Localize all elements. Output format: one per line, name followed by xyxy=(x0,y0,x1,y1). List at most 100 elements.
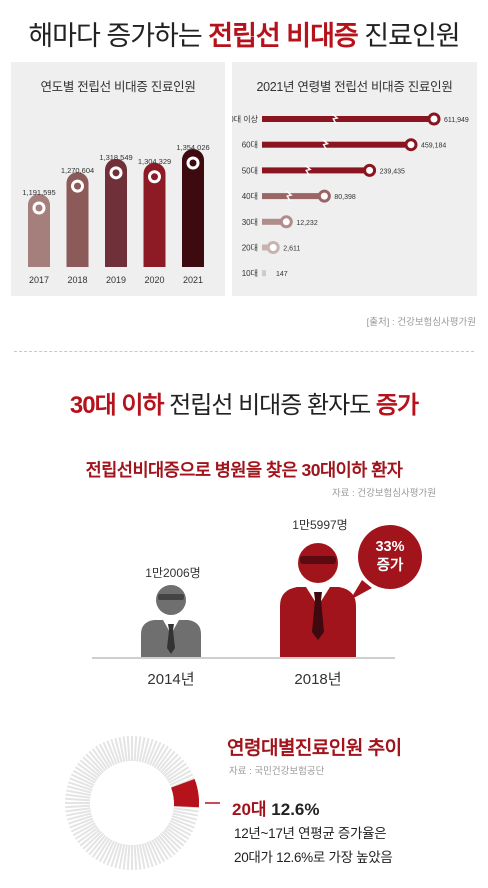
year-value-label: 1,191,595 xyxy=(22,188,55,197)
year-bar xyxy=(28,194,50,267)
age-category-label: 20대 xyxy=(242,244,258,253)
year-bar xyxy=(66,172,89,267)
person-icon-2014 xyxy=(141,585,201,658)
donut-tick xyxy=(169,819,194,833)
donut-highlight-tick xyxy=(172,786,198,795)
donut-tick xyxy=(151,839,166,863)
age-category-label: 50대 xyxy=(242,166,258,175)
donut-tick xyxy=(161,756,182,775)
donut-tick xyxy=(144,842,154,868)
bar-break-mark xyxy=(331,113,339,125)
age-chart: 70대 이상 611,949 60대 459,184 50대 239,435 40대 80,3… xyxy=(232,112,469,278)
donut-tick xyxy=(88,750,106,772)
source-bottom: 자료 : 국민건강보험공단 xyxy=(229,766,325,777)
highlight-value: 12.6% xyxy=(271,800,320,819)
donut-highlight-tick xyxy=(172,785,198,794)
donut-tick xyxy=(138,736,146,762)
donut-tick xyxy=(91,748,109,770)
headline-pre: 해마다 증가하는 xyxy=(28,21,209,51)
age-bar xyxy=(262,193,325,200)
year-bar xyxy=(143,162,166,267)
age-bar xyxy=(262,270,266,277)
donut-tick xyxy=(65,809,91,817)
highlight-label: 20대 xyxy=(232,800,267,819)
age-marker-dot xyxy=(282,218,290,226)
donut-tick xyxy=(102,840,116,865)
donut-tick xyxy=(70,773,95,787)
donut-tick xyxy=(72,769,96,784)
donut-tick xyxy=(136,736,142,762)
donut-tick xyxy=(69,777,94,789)
count-2018: 1만5997명 xyxy=(292,518,348,532)
donut-tick xyxy=(166,766,190,782)
age-bar xyxy=(262,141,411,148)
donut-tick xyxy=(160,832,179,853)
donut-tick xyxy=(148,741,162,766)
donut-tick xyxy=(165,762,187,780)
donut-tick xyxy=(79,759,101,777)
donut-tick xyxy=(114,737,123,763)
donut-tick xyxy=(91,836,109,858)
trend-highlight: 20대 12.6% xyxy=(232,795,320,820)
bubble-tail xyxy=(350,580,372,600)
age-value-label: 80,398 xyxy=(334,194,356,201)
age-marker-dot xyxy=(269,244,277,251)
donut-tick xyxy=(77,762,99,780)
donut-highlight-tick xyxy=(173,802,200,806)
donut-tick xyxy=(133,844,138,870)
donut-tick xyxy=(82,831,103,850)
bar-marker-dot xyxy=(112,169,120,177)
donut-tick xyxy=(102,741,116,766)
donut-tick xyxy=(114,843,123,869)
donut-tick xyxy=(144,738,154,764)
bar-marker-dot xyxy=(74,182,81,190)
person-icon-2018 xyxy=(280,543,356,658)
donut-tick xyxy=(122,736,128,762)
donut-highlight-tick xyxy=(173,791,199,798)
donut-tick xyxy=(66,812,92,821)
bar-break-mark xyxy=(304,164,312,176)
donut-highlight-tick xyxy=(173,798,199,802)
donut-tick xyxy=(169,773,194,787)
donut-tick xyxy=(163,759,185,777)
age-value-label: 611,949 xyxy=(444,117,469,124)
donut-tick xyxy=(160,753,179,774)
yearly-chart-title: 연도별 전립선 비대증 진료인원 xyxy=(40,80,196,94)
age-chart-panel: 2021년 연령별 전립선 비대증 진료인원 70대 이상 611,949 60대 4… xyxy=(232,62,477,296)
donut-tick xyxy=(98,839,113,863)
age-marker-dot xyxy=(430,115,438,123)
donut-tick xyxy=(77,826,99,844)
donut-tick xyxy=(65,793,91,799)
age-value-label: 459,184 xyxy=(421,143,446,150)
bubble-pct: 33% xyxy=(375,539,405,555)
donut-tick xyxy=(65,804,91,809)
donut-tick xyxy=(168,822,192,837)
age-marker-dot xyxy=(407,141,415,149)
age-bar xyxy=(262,116,434,122)
donut-tick xyxy=(118,844,126,870)
donut-highlight-tick xyxy=(173,790,199,797)
age-trend-donut xyxy=(65,736,220,870)
trend-desc-1: 12년~17년 연평균 증가율은 xyxy=(234,826,387,841)
donut-tick xyxy=(122,844,128,870)
year-value-label: 1,354,026 xyxy=(176,143,209,152)
donut-tick xyxy=(98,743,113,767)
donut-highlight-tick xyxy=(171,779,196,790)
year-category-label: 2020 xyxy=(144,275,164,285)
age-value-label: 2,611 xyxy=(283,246,300,253)
section-divider xyxy=(14,351,474,352)
donut-tick xyxy=(141,737,150,763)
donut-tick xyxy=(161,831,182,850)
donut-tick xyxy=(66,785,92,794)
donut-tick xyxy=(171,815,197,825)
donut-tick xyxy=(151,743,166,767)
donut-tick xyxy=(166,824,190,840)
person-figures xyxy=(92,543,395,659)
donut-tick xyxy=(85,832,104,853)
bar-marker-dot xyxy=(35,204,43,212)
donut-highlight-tick xyxy=(173,803,199,808)
age-value-label: 239,435 xyxy=(380,168,405,175)
donut-tick xyxy=(173,807,199,813)
year-value-label: 1,270,604 xyxy=(61,166,94,175)
age-chart-title: 2021년 연령별 전립선 비대증 진료인원 xyxy=(256,80,453,94)
